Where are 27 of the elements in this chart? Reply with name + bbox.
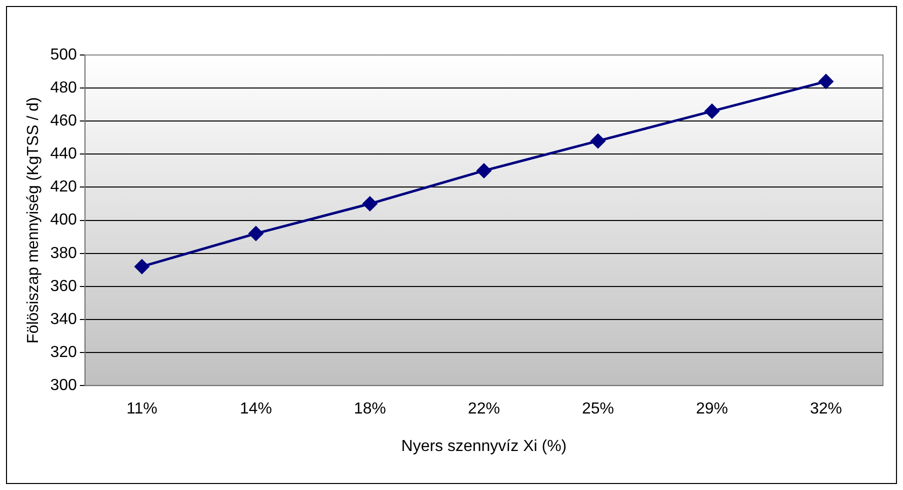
point (818, 74, 834, 89)
x-tick-label: 25% (582, 400, 614, 418)
x-tick-label: 18% (354, 400, 386, 418)
y-tick-label: 400 (50, 212, 77, 229)
y-tick-label: 460 (50, 112, 77, 130)
x-tick-label: 32% (810, 400, 842, 418)
point (590, 134, 606, 148)
y-tick-label: 300 (50, 377, 77, 394)
y-tick-label: 480 (50, 79, 77, 96)
y-axis-title: Fölösiszap mennyiség (KgTSS / d) (25, 97, 42, 344)
x-tick-label: 29% (696, 400, 728, 418)
point (248, 226, 264, 241)
y-tick-label: 420 (50, 178, 77, 196)
point (134, 259, 150, 274)
x-tick-label: 11% (126, 400, 158, 418)
y-tick-label: 380 (50, 244, 77, 262)
x-tick-label: 14% (240, 400, 272, 418)
point (704, 104, 720, 118)
y-tick-label: 440 (50, 146, 77, 163)
x-axis-title: Nyers szennyvíz Xi (%) (401, 438, 567, 455)
y-tick-label: 320 (50, 344, 77, 361)
y-tick-label: 340 (50, 310, 77, 328)
x-tick-label: 22% (468, 400, 500, 418)
point (362, 196, 378, 212)
y-tick-label: 360 (50, 278, 77, 295)
y-tick-label: 500 (50, 46, 77, 64)
point (476, 163, 492, 178)
